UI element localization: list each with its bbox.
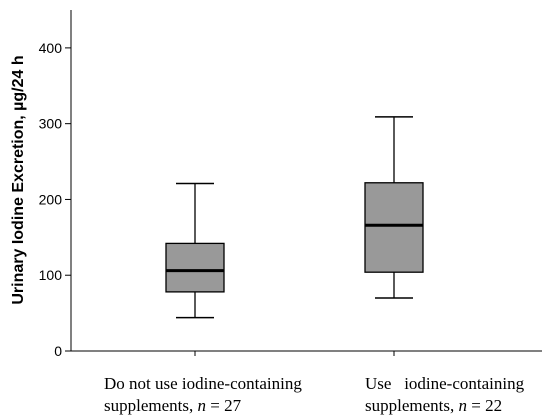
y-tick-label: 100 xyxy=(39,267,63,283)
y-tick-label: 200 xyxy=(39,191,63,207)
y-tick-label: 0 xyxy=(54,343,62,359)
sample-size-symbol: n xyxy=(459,396,468,415)
category-label-line2: supplements, n = 22 xyxy=(365,396,502,415)
category-label-line2: supplements, n = 27 xyxy=(104,396,242,415)
category-label-line1: Do not use iodine-containing xyxy=(104,374,302,393)
category-label-text: supplements, xyxy=(104,396,198,415)
y-tick-label: 300 xyxy=(39,116,63,132)
sample-size-value: = 27 xyxy=(206,396,242,415)
category-labels-group: Do not use iodine-containing supplements,… xyxy=(104,374,525,415)
y-axis-title: Urinary Iodine Excretion, µg/24 h xyxy=(10,55,27,304)
category-label-line1: Use iodine-containing xyxy=(365,374,525,393)
iqr-box xyxy=(364,182,424,273)
box-plot-1 xyxy=(165,182,225,319)
category-label-text: supplements, xyxy=(365,396,459,415)
sample-size-symbol: n xyxy=(198,396,207,415)
y-tick-label: 400 xyxy=(39,40,63,56)
y-ticks-group: 0 100 200 300 400 xyxy=(39,40,71,359)
sample-size-value: = 22 xyxy=(467,396,502,415)
box-plot-2 xyxy=(364,116,424,299)
iqr-box xyxy=(165,242,225,293)
boxes-group xyxy=(165,116,424,319)
